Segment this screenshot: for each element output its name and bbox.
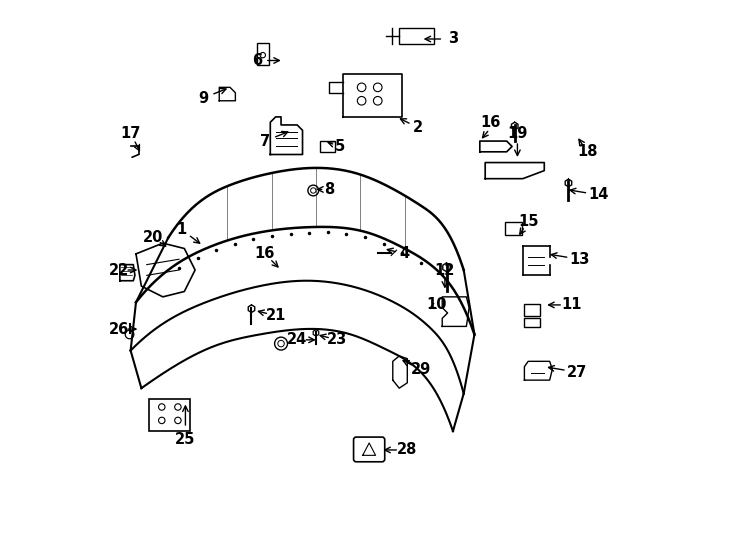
Text: 7: 7 <box>260 133 270 148</box>
Text: 16: 16 <box>480 115 501 130</box>
Text: 13: 13 <box>569 252 589 267</box>
Text: 6: 6 <box>252 53 262 68</box>
FancyBboxPatch shape <box>150 399 189 431</box>
Text: 29: 29 <box>410 362 431 377</box>
FancyBboxPatch shape <box>399 28 434 44</box>
Text: 5: 5 <box>335 139 345 154</box>
Text: 9: 9 <box>198 91 208 106</box>
Text: 10: 10 <box>426 298 447 313</box>
FancyBboxPatch shape <box>257 43 269 65</box>
Text: 28: 28 <box>397 442 418 457</box>
Text: 3: 3 <box>448 31 458 46</box>
Text: 23: 23 <box>327 332 348 347</box>
FancyBboxPatch shape <box>504 221 522 235</box>
Text: 17: 17 <box>120 125 141 140</box>
Text: 21: 21 <box>266 308 286 323</box>
Text: 16: 16 <box>255 246 275 261</box>
Text: 4: 4 <box>399 246 410 261</box>
FancyBboxPatch shape <box>354 437 385 462</box>
Text: 27: 27 <box>567 364 586 380</box>
Text: 22: 22 <box>109 262 129 278</box>
FancyBboxPatch shape <box>320 141 335 152</box>
Text: 24: 24 <box>287 332 308 347</box>
Text: 14: 14 <box>588 187 608 202</box>
Text: 18: 18 <box>577 144 597 159</box>
Text: 25: 25 <box>175 431 195 447</box>
FancyBboxPatch shape <box>524 304 540 316</box>
Text: 11: 11 <box>561 298 581 313</box>
Text: 12: 12 <box>435 262 455 278</box>
Text: 19: 19 <box>507 125 528 140</box>
Text: 2: 2 <box>413 120 423 135</box>
Text: 26: 26 <box>109 322 129 336</box>
FancyBboxPatch shape <box>524 318 540 327</box>
Text: 8: 8 <box>324 182 335 197</box>
Text: 15: 15 <box>518 214 539 229</box>
Text: 1: 1 <box>177 222 186 237</box>
Text: 20: 20 <box>143 230 164 245</box>
